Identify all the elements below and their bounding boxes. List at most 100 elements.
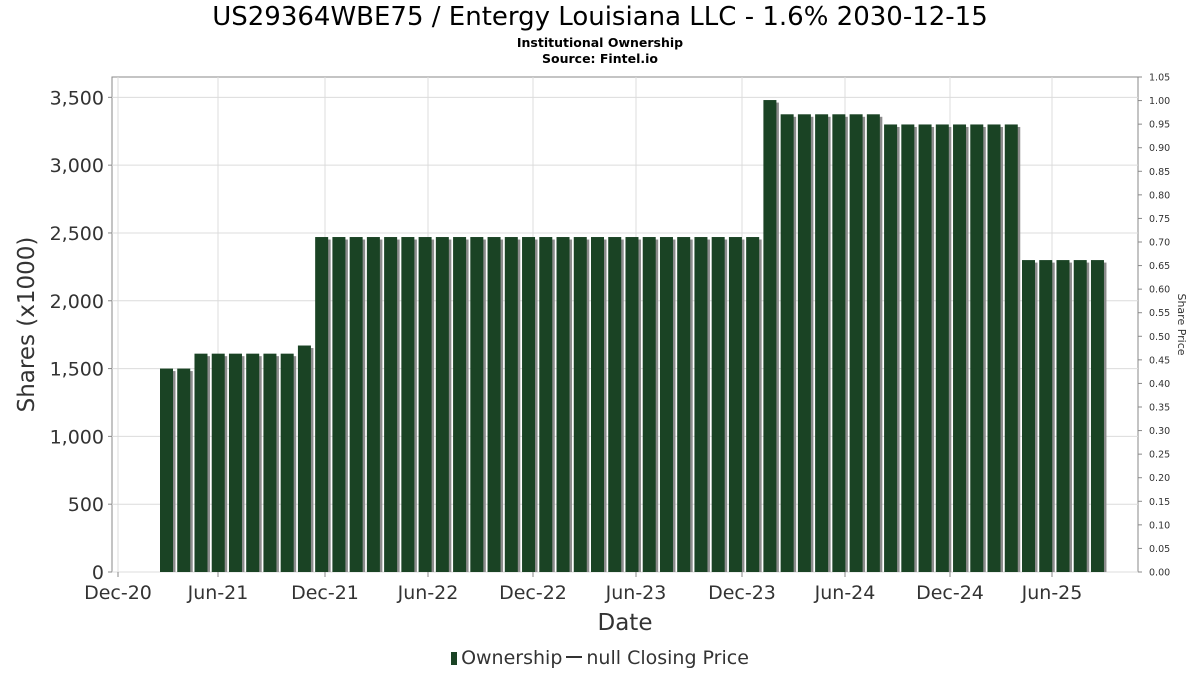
- ownership-bar: [763, 100, 777, 572]
- y2-tick-label: 1.05: [1149, 73, 1170, 84]
- x-tick-label: Jun-25: [1021, 582, 1083, 604]
- y2-tick-label: 0.20: [1149, 473, 1170, 484]
- ownership-bar: [280, 353, 294, 572]
- x-tick-label: Dec-20: [84, 582, 152, 604]
- y2-tick-label: 0.40: [1149, 379, 1170, 390]
- ownership-bar: [780, 114, 794, 572]
- chart-source: Source: Fintel.io: [542, 51, 658, 66]
- ownership-bar: [591, 237, 604, 572]
- chart-legend: Ownership null Closing Price: [0, 647, 1200, 669]
- y2-tick-label: 0.70: [1149, 238, 1170, 249]
- y-tick-label: 500: [68, 494, 104, 516]
- y2-tick-label: 0.80: [1149, 190, 1170, 201]
- ownership-bar: [453, 237, 467, 572]
- ownership-bar: [901, 124, 915, 572]
- ownership-bar: [539, 237, 553, 572]
- ownership-bar: [935, 124, 949, 572]
- ownership-bar: [297, 345, 311, 572]
- x-tick-label: Dec-22: [499, 582, 567, 604]
- ownership-bar: [625, 237, 639, 572]
- y-axis-title: Shares (x1000): [14, 237, 40, 413]
- ownership-bar: [160, 368, 173, 572]
- ownership-bar: [263, 353, 277, 572]
- ownership-bar: [1056, 260, 1070, 572]
- y2-tick-label: 0.75: [1149, 214, 1170, 225]
- y-tick-label: 1,000: [50, 426, 104, 448]
- ownership-bar: [177, 368, 191, 572]
- ownership-bar: [194, 353, 208, 572]
- ownership-bar: [987, 124, 1001, 572]
- y-tick-label: 3,000: [50, 155, 104, 177]
- x-tick-label: Jun-21: [187, 582, 249, 604]
- ownership-bar: [332, 237, 346, 572]
- ownership-bar: [384, 237, 398, 572]
- ownership-bar: [677, 237, 691, 572]
- y2-tick-label: 0.55: [1149, 308, 1170, 319]
- ownership-bar: [418, 237, 432, 572]
- ownership-bar: [1073, 260, 1087, 572]
- y2-tick-label: 0.35: [1149, 403, 1170, 414]
- y2-tick-label: 0.65: [1149, 261, 1170, 272]
- price-legend-line: [566, 656, 583, 658]
- ownership-bar: [797, 114, 811, 572]
- ownership-bar: [1039, 260, 1053, 572]
- y2-tick-label: 0.60: [1149, 285, 1170, 296]
- price-legend-label: null Closing Price: [586, 647, 749, 669]
- ownership-bar: [884, 124, 898, 572]
- y2-axis-title: Share Price: [1175, 293, 1188, 355]
- y2-tick-label: 0.10: [1149, 520, 1170, 531]
- ownership-bar: [435, 237, 449, 572]
- ownership-legend-label: Ownership: [461, 647, 563, 669]
- y2-tick-label: 0.05: [1149, 544, 1170, 555]
- ownership-bar: [211, 353, 225, 572]
- ownership-bar: [573, 237, 587, 572]
- ownership-bar: [608, 237, 622, 572]
- y2-tick-label: 0.50: [1149, 332, 1170, 343]
- ownership-bar: [694, 237, 708, 572]
- ownership-chart: 0 500 1,000 1,500 2,000 2,500 3,000 3,500 0.00 0.…: [14, 73, 1188, 637]
- chart-title: US29364WBE75 / Entergy Louisiana LLC - 1…: [212, 2, 988, 32]
- ownership-bar: [504, 237, 518, 572]
- ownership-bar: [970, 124, 984, 572]
- ownership-bar: [642, 237, 656, 572]
- ownership-bar: [746, 237, 760, 572]
- ownership-bar: [366, 237, 380, 572]
- ownership-bar: [1004, 124, 1018, 572]
- ownership-bar: [315, 237, 329, 572]
- chart-subtitle: Institutional Ownership: [516, 35, 684, 50]
- ownership-bar: [711, 237, 725, 572]
- x-tick-label: Dec-21: [291, 582, 359, 604]
- x-tick-label: Jun-22: [397, 582, 459, 604]
- y2-tick-label: 0.30: [1149, 426, 1170, 437]
- ownership-bar: [349, 237, 363, 572]
- y-tick-label: 2,000: [50, 291, 104, 313]
- y2-tick-label: 1.00: [1149, 96, 1170, 107]
- ownership-bar: [953, 124, 967, 572]
- y-tick-label: 2,500: [50, 223, 104, 245]
- ownership-bar: [1022, 260, 1035, 572]
- y2-tick-label: 0.95: [1149, 120, 1170, 131]
- y2-tick-label: 0.15: [1149, 497, 1170, 508]
- x-tick-label: Jun-23: [605, 582, 667, 604]
- ownership-bar: [522, 237, 536, 572]
- y2-tick-label: 0.90: [1149, 143, 1170, 154]
- ownership-bar: [866, 114, 880, 572]
- ownership-bar: [849, 114, 863, 572]
- x-tick-label: Dec-23: [708, 582, 776, 604]
- y-tick-label: 3,500: [50, 87, 104, 109]
- y2-tick-label: 0.85: [1149, 167, 1170, 178]
- x-tick-label: Dec-24: [916, 582, 984, 604]
- ownership-bar: [659, 237, 673, 572]
- ownership-bar: [228, 353, 242, 572]
- ownership-bar: [556, 237, 570, 572]
- ownership-bar: [815, 114, 829, 572]
- ownership-bar: [401, 237, 415, 572]
- ownership-bar: [1090, 260, 1104, 572]
- y2-tick-label: 0.25: [1149, 450, 1170, 461]
- ownership-bar: [470, 237, 484, 572]
- x-tick-label: Jun-24: [814, 582, 876, 604]
- ownership-bar: [246, 353, 260, 572]
- ownership-bar: [728, 237, 742, 572]
- y2-tick-label: 0.00: [1149, 568, 1170, 579]
- ownership-bar: [487, 237, 501, 572]
